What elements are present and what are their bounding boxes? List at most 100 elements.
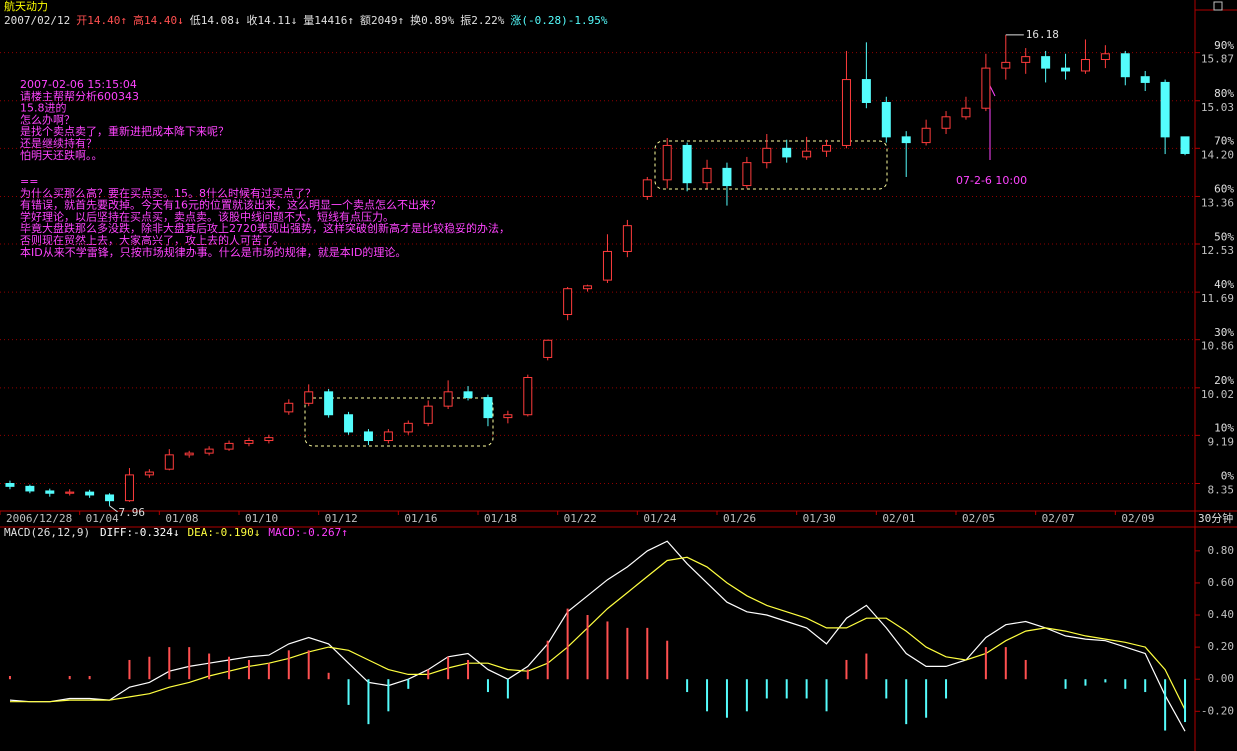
- y-tick-label: 15.87: [1201, 53, 1234, 66]
- x-tick-label: 01/08: [165, 512, 198, 525]
- arrow-note: 07-2-6 10:00: [956, 174, 1027, 187]
- y2-tick-label: 90%: [1214, 39, 1234, 52]
- legend-item: DEA:-0.190↓: [187, 526, 260, 539]
- candle-body: [742, 162, 752, 187]
- macd-title: MACD(26,12,9): [4, 526, 90, 539]
- x-tick-label: 01/18: [484, 512, 517, 525]
- info-item: 换0.89%: [410, 13, 454, 27]
- candle-body: [1100, 53, 1110, 61]
- candle-body: [543, 339, 553, 358]
- candle-body: [1080, 59, 1090, 72]
- candle-body: [702, 167, 712, 184]
- candle-body: [324, 391, 334, 416]
- candle-body: [45, 490, 55, 494]
- y-tick-label: 0.20: [1208, 640, 1235, 653]
- info-item: 低14.08↓: [190, 14, 241, 27]
- candle-body: [85, 491, 95, 496]
- candle-body: [1140, 76, 1150, 83]
- candle-body: [602, 250, 612, 281]
- candle-body: [1160, 81, 1170, 138]
- y2-tick-label: 70%: [1214, 135, 1234, 148]
- y-tick-label: 13.36: [1201, 196, 1234, 209]
- candle-body: [802, 150, 812, 158]
- info-item: 涨(-0.28)-1.95%: [510, 14, 607, 27]
- note-line: 有错误，就首先要改掉。今天有16元的位置就该出来，这么明显一个卖点怎么不出来？: [20, 198, 441, 212]
- info-item: 额2049↑: [360, 14, 404, 27]
- candle-body: [822, 144, 832, 152]
- candle-body: [244, 440, 254, 444]
- y-tick-label: 10.02: [1201, 388, 1234, 401]
- candle-body: [383, 431, 393, 442]
- candle-body: [344, 414, 354, 433]
- candle-body: [105, 494, 115, 502]
- candle-body: [642, 179, 652, 197]
- candle-body: [1021, 56, 1031, 63]
- note-line: 为什么买那么高？要在买点买。15。8什么时候有过买点了？: [20, 186, 316, 200]
- candle-body: [304, 391, 314, 404]
- candle-body: [583, 285, 593, 290]
- note-line: 请楼主帮帮分析600343: [20, 89, 139, 103]
- y2-tick-label: 20%: [1214, 374, 1234, 387]
- note-line: 怕明天还跌啊。。: [20, 148, 103, 162]
- y2-tick-label: 0%: [1221, 469, 1235, 482]
- y2-tick-label: 30%: [1214, 326, 1234, 339]
- period-label: 30分钟: [1198, 511, 1233, 525]
- candle-body: [782, 147, 792, 158]
- candle-body: [841, 79, 851, 146]
- info-item: 振2.22%: [460, 13, 504, 27]
- candle-body: [941, 116, 951, 129]
- max-label: 16.18: [1026, 28, 1059, 41]
- note-line: 毕竟大盘跌那么多没跌，除非大盘其后攻上2720表现出强势，这样突破创新高才是比较…: [20, 221, 510, 235]
- y2-tick-label: 60%: [1214, 182, 1234, 195]
- candle-body: [403, 422, 413, 433]
- min-label: 7.96: [119, 506, 145, 519]
- y-tick-label: 11.69: [1201, 292, 1234, 305]
- macd-line: [9, 540, 1186, 732]
- x-tick-label: 02/07: [1042, 512, 1075, 525]
- candle-body: [662, 144, 672, 181]
- y-tick-label: -0.20: [1201, 704, 1234, 717]
- info-item: 高14.40↓: [133, 13, 184, 27]
- candle-body: [722, 167, 732, 187]
- candle-body: [423, 405, 433, 424]
- candle-body: [5, 482, 15, 487]
- y2-tick-label: 80%: [1214, 87, 1234, 100]
- candle-body: [204, 448, 214, 454]
- info-item: 收14.11↓: [246, 13, 297, 27]
- candle-body: [961, 107, 971, 118]
- x-tick-label: 01/16: [404, 512, 437, 525]
- x-tick-label: 01/22: [564, 512, 597, 525]
- candle-body: [164, 454, 174, 470]
- note-line: 怎么办啊？: [20, 112, 75, 126]
- macd-line: [10, 556, 1186, 710]
- candle-body: [124, 474, 134, 502]
- candle-body: [144, 471, 154, 476]
- candle-body: [264, 437, 274, 442]
- y-tick-label: 12.53: [1201, 244, 1234, 257]
- note-line: 学好理论，以后坚持在买点买，卖点卖。该股中线问题不大，短线有点压力。: [20, 209, 394, 223]
- y2-tick-label: 40%: [1214, 278, 1234, 291]
- candle-body: [443, 391, 453, 407]
- window-icon[interactable]: [1213, 1, 1223, 11]
- candle-body: [483, 397, 493, 419]
- candle-body: [981, 67, 991, 109]
- x-tick-label: 02/01: [882, 512, 915, 525]
- note-line: ==: [20, 175, 38, 188]
- candle-body: [1061, 67, 1071, 72]
- candle-body: [65, 491, 75, 494]
- info-item: 2007/02/12: [4, 14, 70, 27]
- candle-body: [762, 147, 772, 164]
- candle-body: [881, 101, 891, 138]
- note-line: 15.8进的: [20, 101, 67, 115]
- note-line: 还是继续持有？: [20, 136, 97, 150]
- candle-body: [1120, 53, 1130, 78]
- candle-body: [682, 144, 692, 184]
- candle-body: [503, 414, 513, 419]
- candle-body: [921, 127, 931, 144]
- candle-body: [25, 485, 35, 492]
- x-tick-label: 01/24: [643, 512, 676, 525]
- note-line: 2007-02-06 15:15:04: [20, 78, 137, 91]
